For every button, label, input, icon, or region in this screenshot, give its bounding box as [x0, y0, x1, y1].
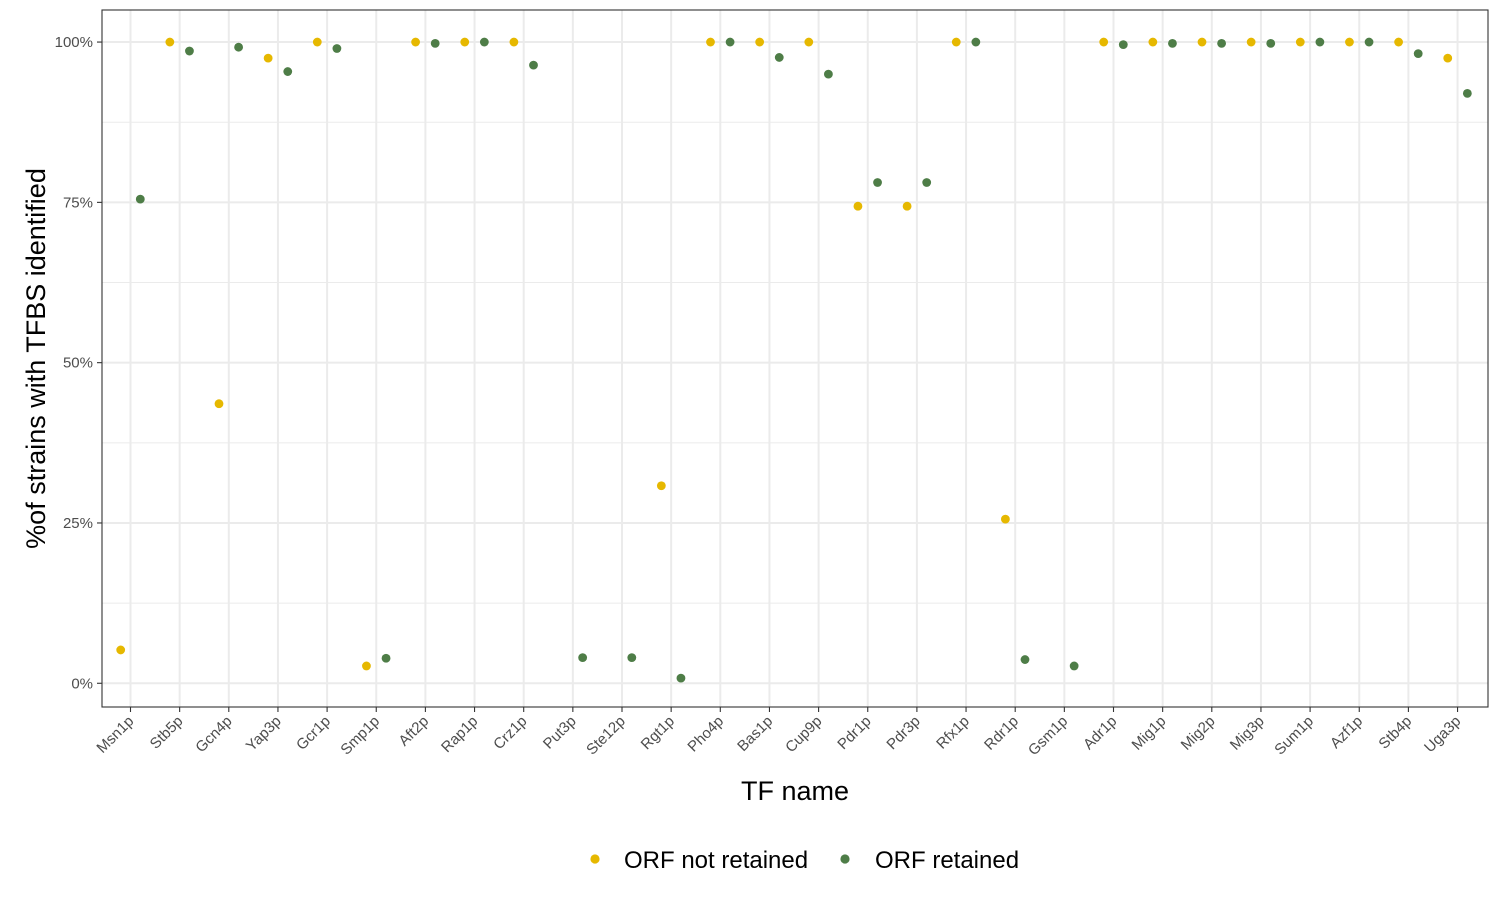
point-rgt1p-orf-retained	[676, 673, 686, 683]
point-smp1p-orf-not-retained	[362, 661, 371, 671]
x-tick-label: Azf1p	[1327, 713, 1366, 752]
y-tick-label: 75%	[63, 194, 93, 211]
x-tick-label: Msn1p	[93, 713, 137, 757]
x-tick-label: Rap1p	[438, 713, 481, 756]
point-pho4p-orf-not-retained	[706, 37, 715, 47]
x-tick-label: Rgt1p	[638, 713, 678, 753]
point-mig3p-orf-not-retained	[1246, 37, 1256, 47]
point-rfx1p-orf-retained	[971, 37, 981, 47]
y-tick-label: 25%	[63, 515, 93, 532]
point-cup9p-orf-not-retained	[804, 37, 814, 47]
x-tick-label: Adr1p	[1080, 713, 1120, 753]
point-pho4p-orf-retained	[725, 37, 735, 47]
point-put3p-orf-retained	[578, 653, 588, 663]
point-gcr1p-orf-not-retained	[312, 37, 322, 47]
legend-label-orf-not-retained: ORF not retained	[624, 847, 808, 874]
legend-key-orf-retained	[840, 854, 850, 864]
point-sum1p-orf-retained	[1315, 37, 1325, 47]
point-rdr1p-orf-retained	[1020, 655, 1030, 664]
point-rap1p-orf-not-retained	[460, 37, 470, 47]
point-yap3p-orf-not-retained	[263, 53, 273, 63]
x-tick-label: Stb5p	[147, 713, 187, 753]
point-adr1p-orf-not-retained	[1099, 37, 1109, 47]
x-tick-label: Gcn4p	[192, 713, 235, 756]
x-tick-label: Gsm1p	[1025, 713, 1071, 759]
x-tick-label: Put3p	[540, 713, 580, 753]
y-axis-title: %of strains with TFBS identified	[21, 168, 51, 549]
x-tick-label: Yap3p	[243, 713, 285, 755]
point-uga3p-orf-not-retained	[1443, 53, 1453, 63]
point-ste12p-orf-retained	[627, 653, 637, 663]
x-tick-label: Pdr1p	[834, 713, 874, 753]
x-tick-label: Sum1p	[1271, 713, 1317, 759]
point-smp1p-orf-retained	[381, 653, 391, 663]
point-msn1p-orf-retained	[135, 194, 145, 204]
point-azf1p-orf-retained	[1364, 37, 1374, 47]
x-tick-label: Smp1p	[337, 713, 383, 759]
point-msn1p-orf-not-retained	[116, 645, 126, 655]
point-gcn4p-orf-retained	[234, 42, 244, 52]
point-gcn4p-orf-not-retained	[214, 399, 224, 409]
point-stb4p-orf-retained	[1413, 49, 1423, 59]
point-pdr3p-orf-retained	[922, 178, 932, 187]
point-gcr1p-orf-retained	[332, 44, 342, 53]
x-tick-label: Stb4p	[1375, 713, 1415, 753]
x-tick-label: Mig3p	[1227, 713, 1268, 754]
axes: 0% 25% 50% 75% 100% Msn1p Stb5p Gcn4p Yap3p Gcr1p…	[55, 34, 1465, 759]
point-pdr3p-orf-not-retained	[902, 201, 912, 211]
point-crz1p-orf-retained	[529, 60, 538, 70]
x-tick-label: Pdr3p	[883, 713, 923, 753]
point-mig2p-orf-not-retained	[1197, 37, 1207, 47]
legend: ORF not retained ORF retained	[590, 847, 1019, 874]
x-tick-label: Aft2p	[395, 713, 432, 750]
point-adr1p-orf-retained	[1118, 40, 1128, 50]
point-mig1p-orf-not-retained	[1148, 37, 1158, 47]
point-mig3p-orf-retained	[1266, 38, 1276, 48]
x-tick-label: Rfx1p	[933, 713, 973, 753]
point-aft2p-orf-retained	[430, 38, 440, 48]
x-tick-label: Pho4p	[684, 713, 727, 756]
grid-lines	[102, 10, 1488, 707]
x-tick-label: Crz1p	[490, 713, 530, 753]
point-pdr1p-orf-retained	[873, 178, 882, 187]
x-tick-label: Gcr1p	[293, 713, 334, 754]
x-tick-label: Bas1p	[734, 713, 776, 755]
point-azf1p-orf-not-retained	[1345, 37, 1354, 47]
point-aft2p-orf-not-retained	[411, 37, 420, 47]
panel-border	[101, 9, 1489, 708]
point-crz1p-orf-not-retained	[509, 37, 519, 47]
legend-key-orf-not-retained	[590, 854, 600, 864]
y-tick-label: 100%	[55, 34, 93, 51]
point-bas1p-orf-not-retained	[755, 37, 765, 47]
point-gsm1p-orf-retained	[1069, 661, 1079, 671]
x-tick-label: Uga3p	[1421, 713, 1464, 756]
x-tick-label: Mig1p	[1129, 713, 1170, 754]
x-tick-label: Cup9p	[782, 713, 825, 756]
point-rfx1p-orf-not-retained	[951, 37, 961, 47]
point-rap1p-orf-retained	[479, 37, 489, 47]
point-mig2p-orf-retained	[1217, 38, 1226, 48]
point-mig1p-orf-retained	[1168, 38, 1177, 48]
y-tick-label: 0%	[71, 675, 93, 692]
point-stb5p-orf-retained	[185, 46, 194, 56]
data-points	[116, 37, 1472, 683]
point-pdr1p-orf-not-retained	[853, 201, 863, 211]
point-stb5p-orf-not-retained	[165, 37, 175, 47]
y-tick-label: 50%	[63, 355, 93, 372]
point-rdr1p-orf-not-retained	[1001, 514, 1010, 524]
legend-label-orf-retained: ORF retained	[875, 847, 1019, 874]
point-uga3p-orf-retained	[1462, 88, 1472, 98]
x-tick-label: Mig2p	[1178, 713, 1219, 754]
x-tick-label: Rdr1p	[981, 713, 1022, 754]
point-cup9p-orf-retained	[824, 69, 833, 79]
point-stb4p-orf-not-retained	[1394, 37, 1403, 47]
x-tick-label: Ste12p	[583, 713, 629, 759]
point-yap3p-orf-retained	[283, 67, 293, 76]
x-axis-title: TF name	[741, 776, 849, 806]
point-bas1p-orf-retained	[774, 53, 784, 62]
point-sum1p-orf-not-retained	[1295, 37, 1305, 47]
point-rgt1p-orf-not-retained	[656, 481, 666, 491]
